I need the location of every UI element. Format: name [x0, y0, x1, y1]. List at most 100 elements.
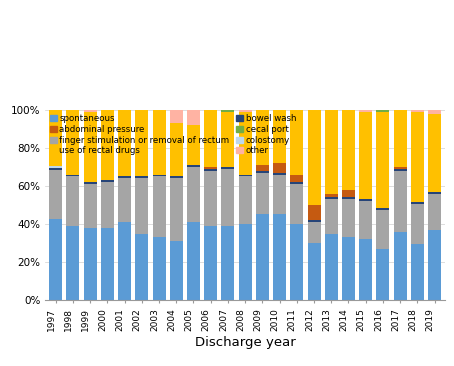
Bar	[239, 112, 252, 175]
Bar	[308, 222, 321, 243]
Bar	[239, 110, 252, 112]
Bar	[153, 237, 166, 300]
Bar	[256, 214, 269, 300]
Bar	[187, 222, 200, 300]
Bar	[273, 214, 286, 300]
Bar	[49, 219, 62, 300]
Bar	[222, 167, 234, 169]
Bar	[325, 194, 338, 197]
Bar	[204, 167, 217, 169]
Bar	[376, 112, 390, 208]
Bar	[411, 110, 424, 112]
Bar	[84, 184, 97, 228]
Bar	[256, 173, 269, 214]
Bar	[376, 249, 390, 300]
Bar	[84, 228, 97, 300]
Bar	[394, 232, 407, 300]
Bar	[66, 176, 79, 226]
Bar	[153, 176, 166, 237]
Bar	[428, 194, 441, 230]
Bar	[170, 176, 183, 178]
Bar	[170, 123, 183, 176]
Bar	[204, 171, 217, 226]
X-axis label: Discharge year: Discharge year	[195, 336, 296, 349]
Bar	[84, 182, 97, 184]
Bar	[256, 171, 269, 173]
Bar	[135, 176, 148, 178]
Bar	[342, 199, 355, 237]
Bar	[187, 167, 200, 222]
Bar	[411, 202, 424, 204]
Bar	[342, 197, 355, 199]
Bar	[204, 169, 217, 171]
Bar	[411, 204, 424, 244]
Bar	[394, 167, 407, 169]
Bar	[308, 205, 321, 220]
Bar	[49, 170, 62, 219]
Bar	[291, 110, 303, 175]
Bar	[239, 224, 252, 300]
Bar	[394, 171, 407, 232]
Bar	[291, 184, 303, 224]
Bar	[291, 175, 303, 182]
Bar	[222, 110, 234, 112]
Bar	[101, 180, 114, 182]
Bar	[394, 110, 407, 167]
Bar	[49, 168, 62, 170]
Bar	[428, 113, 441, 192]
Bar	[376, 210, 390, 249]
Bar	[359, 239, 372, 300]
Bar	[118, 178, 131, 222]
Bar	[84, 112, 97, 182]
Bar	[101, 182, 114, 228]
Bar	[308, 110, 321, 205]
Bar	[84, 110, 97, 112]
Bar	[376, 208, 390, 210]
Bar	[291, 182, 303, 184]
Bar	[118, 222, 131, 300]
Bar	[49, 110, 62, 166]
Bar	[256, 165, 269, 171]
Bar	[222, 226, 234, 300]
Bar	[273, 110, 286, 163]
Bar	[428, 110, 441, 113]
Bar	[376, 110, 390, 112]
Bar	[411, 112, 424, 202]
Bar	[170, 110, 183, 123]
Legend: spontaneous, abdominal pressure, finger stimulation or removal of rectum, use of: spontaneous, abdominal pressure, finger …	[49, 114, 296, 155]
Bar	[325, 199, 338, 234]
Bar	[153, 110, 166, 175]
Bar	[359, 110, 372, 112]
Bar	[187, 165, 200, 167]
Bar	[170, 241, 183, 300]
Bar	[204, 110, 217, 167]
Bar	[239, 175, 252, 176]
Bar	[256, 110, 269, 165]
Bar	[342, 110, 355, 190]
Bar	[359, 112, 372, 199]
Bar	[359, 199, 372, 201]
Bar	[101, 110, 114, 180]
Bar	[273, 175, 286, 214]
Bar	[308, 243, 321, 300]
Bar	[359, 201, 372, 239]
Bar	[118, 110, 131, 176]
Bar	[325, 110, 338, 194]
Bar	[222, 169, 234, 226]
Bar	[308, 220, 321, 222]
Bar	[273, 173, 286, 175]
Bar	[291, 224, 303, 300]
Bar	[170, 178, 183, 241]
Bar	[273, 163, 286, 173]
Bar	[135, 234, 148, 300]
Bar	[135, 178, 148, 234]
Bar	[428, 230, 441, 300]
Bar	[204, 226, 217, 300]
Bar	[342, 237, 355, 300]
Bar	[411, 244, 424, 300]
Bar	[342, 190, 355, 197]
Bar	[66, 226, 79, 300]
Bar	[394, 169, 407, 171]
Bar	[118, 176, 131, 178]
Bar	[239, 176, 252, 224]
